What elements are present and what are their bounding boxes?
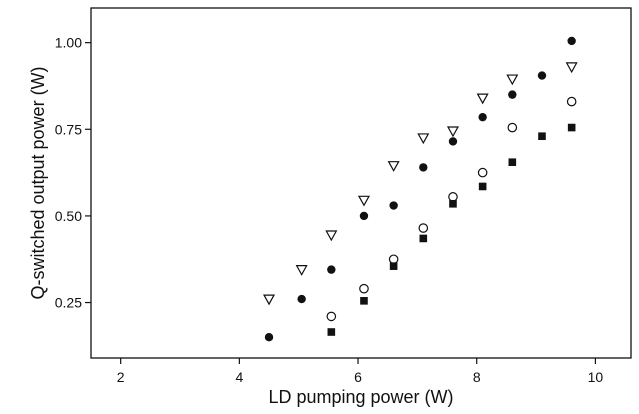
data-point-open-circle: [566, 96, 577, 107]
data-point-open-circle: [477, 167, 488, 178]
x-tick-label: 2: [117, 369, 125, 385]
data-point-open-triangle: [446, 126, 459, 138]
data-point-open-circle: [418, 223, 429, 233]
data-point-open-triangle: [417, 133, 430, 145]
data-point-filled-square: [538, 132, 546, 141]
data-point-filled-circle: [327, 265, 336, 274]
data-point-filled-square: [419, 234, 428, 243]
y-axis-title: Q-switched output power (W): [28, 66, 48, 299]
data-point-open-circle: [507, 122, 518, 133]
x-tick-label: 10: [588, 369, 604, 385]
y-tick-label: 0.50: [55, 208, 82, 224]
data-point-filled-circle: [359, 211, 369, 221]
data-point-open-triangle: [325, 230, 338, 242]
data-point-open-circle: [448, 192, 458, 202]
y-tick-label: 0.25: [55, 295, 82, 311]
data-point-open-triangle: [357, 195, 370, 207]
data-point-filled-square: [327, 328, 336, 336]
data-point-filled-circle: [419, 163, 428, 172]
data-point-filled-circle: [537, 71, 547, 80]
data-point-filled-circle: [297, 294, 306, 304]
x-tick-label: 6: [354, 369, 362, 385]
y-tick-label: 0.75: [55, 121, 82, 137]
data-point-open-circle: [359, 283, 369, 294]
data-point-filled-square: [360, 297, 368, 305]
data-point-open-triangle: [565, 62, 578, 74]
y-tick-label: 1.00: [55, 35, 82, 51]
axis-ticks: 2 4 6 8 10 0.25 0.50 0.75 1.00: [55, 35, 604, 385]
data-point-open-triangle: [476, 93, 489, 105]
x-tick-label: 8: [473, 369, 481, 385]
data-point-filled-square: [449, 199, 457, 208]
data-point-open-circle: [388, 254, 399, 265]
data-point-filled-circle: [264, 333, 274, 342]
x-tick-label: 4: [235, 369, 243, 385]
data-point-filled-circle: [389, 201, 398, 210]
data-point-filled-circle: [567, 36, 576, 46]
data-point-filled-circle: [478, 112, 487, 122]
data-point-filled-square: [478, 182, 487, 191]
data-point-open-circle: [326, 311, 337, 322]
data-point-filled-square: [508, 158, 517, 167]
data-points: [263, 36, 578, 342]
data-point-filled-square: [389, 262, 398, 270]
data-point-open-triangle: [263, 294, 276, 306]
data-point-open-triangle: [506, 74, 519, 86]
data-point-open-triangle: [295, 265, 308, 276]
data-point-filled-square: [567, 123, 576, 132]
x-axis-title: LD pumping power (W): [268, 387, 453, 407]
plot-frame: [90, 7, 632, 359]
data-point-filled-circle: [448, 137, 458, 146]
data-point-open-triangle: [387, 161, 400, 172]
data-point-filled-circle: [508, 90, 517, 99]
